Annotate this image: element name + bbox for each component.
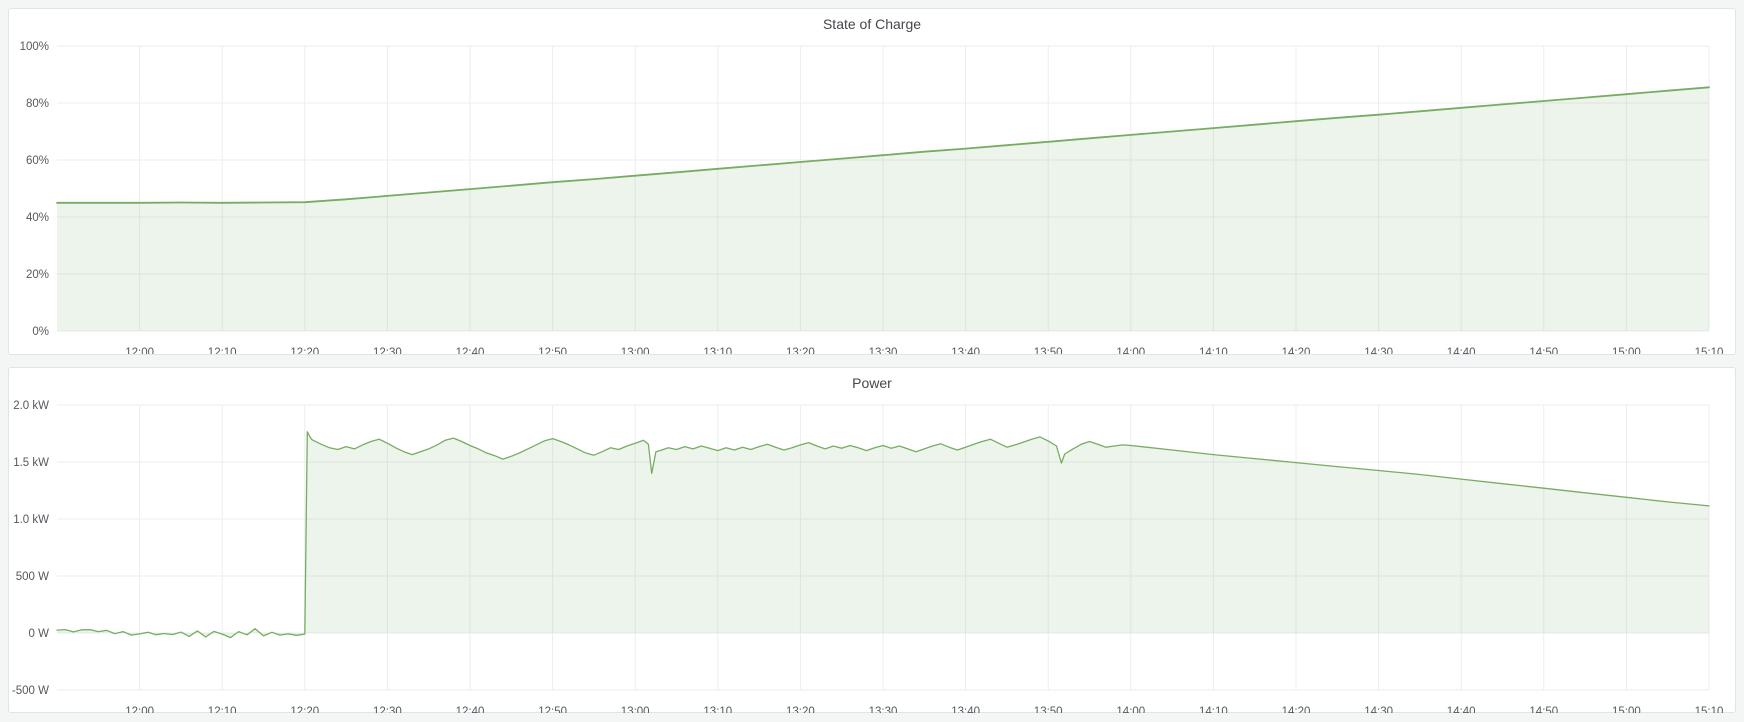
- x-axis-tick-label: 15:00: [1612, 347, 1641, 354]
- x-axis-tick-label: 15:00: [1612, 706, 1641, 713]
- y-axis-tick-label: 500 W: [16, 571, 49, 583]
- x-axis-tick-label: 14:20: [1282, 706, 1311, 713]
- y-axis-tick-label: 20%: [26, 269, 49, 281]
- panel-title-power[interactable]: Power: [852, 375, 892, 391]
- x-axis-tick-label: 13:30: [869, 706, 898, 713]
- x-axis-tick-label: 13:20: [786, 347, 815, 354]
- x-axis-tick-label: 12:20: [290, 706, 319, 713]
- y-axis-tick-label: 100%: [20, 41, 49, 53]
- x-axis-tick-label: 13:40: [951, 706, 980, 713]
- x-axis-tick-label: 14:40: [1447, 347, 1476, 354]
- y-axis-tick-label: 80%: [26, 98, 49, 110]
- x-axis-tick-label: 12:40: [456, 347, 485, 354]
- y-axis-tick-label: 1.5 kW: [13, 457, 49, 469]
- x-axis-tick-label: 12:00: [125, 706, 154, 713]
- series-area-fill: [57, 87, 1709, 331]
- chart-canvas: -500 W 0 W 500 W 1.0 kW 1.5 kW 2.0 kW 12:00 12:…: [12, 400, 1724, 713]
- y-axis-tick-label: -500 W: [12, 685, 49, 697]
- x-axis-tick-label: 14:50: [1529, 347, 1558, 354]
- x-axis-tick-label: 13:10: [703, 706, 732, 713]
- x-axis-tick-label: 14:10: [1199, 706, 1228, 713]
- x-axis-tick-label: 15:10: [1695, 706, 1724, 713]
- y-axis-tick-label: 2.0 kW: [13, 400, 49, 412]
- series-line: [56, 431, 1710, 639]
- x-axis-tick-label: 13:20: [786, 706, 815, 713]
- x-axis-tick-label: 14:00: [1116, 706, 1145, 713]
- x-axis-tick-label: 12:20: [290, 347, 319, 354]
- y-axis-tick-label: 60%: [26, 155, 49, 167]
- chart-canvas: 0% 20% 40% 60% 80% 100% 12:00 12:10 12:20 12:30 12…: [20, 41, 1724, 354]
- y-axis-tick-label: 0%: [32, 326, 49, 338]
- x-axis-tick-label: 14:30: [1364, 706, 1393, 713]
- x-axis-tick-label: 12:30: [373, 347, 402, 354]
- series-area-fill: [57, 431, 1709, 638]
- x-axis-tick-label: 12:00: [125, 347, 154, 354]
- y-axis-tick-label: 0 W: [29, 628, 50, 640]
- x-axis-tick-label: 14:00: [1116, 347, 1145, 354]
- x-axis-tick-label: 15:10: [1695, 347, 1724, 354]
- x-axis-tick-label: 13:40: [951, 347, 980, 354]
- x-axis-tick-label: 13:10: [703, 347, 732, 354]
- x-axis-tick-label: 13:30: [869, 347, 898, 354]
- y-axis-tick-label: 1.0 kW: [13, 514, 49, 526]
- x-axis-tick-label: 12:50: [538, 706, 567, 713]
- panel-power: Power -500 W 0 W 500 W 1.0 kW 1.5 kW 2.0 kW 12…: [8, 367, 1736, 713]
- y-axis-tick-label: 40%: [26, 212, 49, 224]
- panel-state-of-charge: State of Charge 0% 20% 40% 60% 80% 100% 12:00 1…: [8, 8, 1736, 355]
- x-axis-tick-label: 14:50: [1529, 706, 1558, 713]
- x-axis-tick-label: 13:50: [1034, 706, 1063, 713]
- series-line: [56, 86, 1710, 204]
- x-axis-tick-label: 14:40: [1447, 706, 1476, 713]
- x-axis-tick-label: 13:00: [621, 347, 650, 354]
- x-axis-tick-label: 14:30: [1364, 347, 1393, 354]
- x-axis-tick-label: 12:10: [208, 706, 237, 713]
- power-chart[interactable]: -500 W 0 W 500 W 1.0 kW 1.5 kW 2.0 kW 12:00 12:…: [9, 368, 1735, 713]
- x-axis-tick-label: 13:50: [1034, 347, 1063, 354]
- panel-title-state-of-charge[interactable]: State of Charge: [822, 16, 922, 32]
- x-axis-tick-label: 12:40: [456, 706, 485, 713]
- x-axis-tick-label: 12:10: [208, 347, 237, 354]
- x-axis-tick-label: 14:20: [1282, 347, 1311, 354]
- state-of-charge-chart[interactable]: 0% 20% 40% 60% 80% 100% 12:00 12:10 12:20 12:30 12…: [9, 9, 1735, 354]
- x-axis-tick-label: 12:50: [538, 347, 567, 354]
- x-axis-tick-label: 13:00: [621, 706, 650, 713]
- x-axis-tick-label: 12:30: [373, 706, 402, 713]
- x-axis-tick-label: 14:10: [1199, 347, 1228, 354]
